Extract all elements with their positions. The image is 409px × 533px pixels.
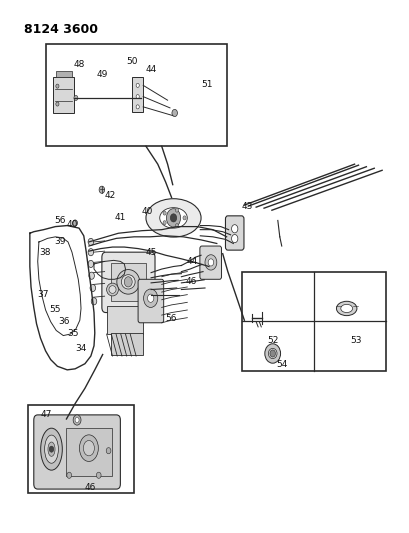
- Circle shape: [67, 472, 72, 478]
- Circle shape: [136, 94, 139, 99]
- Bar: [28, 405, 134, 492]
- Circle shape: [182, 216, 186, 220]
- Circle shape: [88, 260, 93, 268]
- Bar: [45, 44, 226, 146]
- Circle shape: [175, 224, 178, 228]
- Text: 42: 42: [104, 191, 116, 200]
- Text: 44: 44: [146, 65, 157, 74]
- Circle shape: [91, 298, 97, 305]
- Circle shape: [163, 221, 166, 225]
- Circle shape: [204, 255, 216, 270]
- Ellipse shape: [106, 283, 118, 296]
- Text: 55: 55: [49, 305, 61, 314]
- Circle shape: [56, 84, 59, 88]
- Text: 34: 34: [75, 344, 86, 353]
- Ellipse shape: [121, 274, 135, 289]
- Circle shape: [175, 208, 178, 212]
- Ellipse shape: [45, 435, 58, 463]
- Text: 48: 48: [73, 60, 84, 69]
- Circle shape: [74, 95, 78, 101]
- Circle shape: [96, 472, 101, 478]
- Text: 44: 44: [186, 257, 197, 266]
- Circle shape: [171, 109, 177, 117]
- Text: 43: 43: [241, 201, 252, 211]
- Text: 49: 49: [97, 70, 108, 79]
- Text: 53: 53: [350, 336, 361, 345]
- Text: 35: 35: [67, 328, 79, 337]
- Circle shape: [88, 248, 93, 256]
- Text: 38: 38: [39, 248, 50, 257]
- Text: 56: 56: [165, 314, 177, 323]
- Text: 46: 46: [185, 277, 196, 286]
- Ellipse shape: [40, 428, 62, 470]
- Ellipse shape: [117, 270, 139, 294]
- Circle shape: [136, 105, 139, 109]
- Circle shape: [99, 186, 104, 193]
- Circle shape: [90, 285, 95, 292]
- Circle shape: [269, 350, 275, 357]
- Bar: [132, 77, 143, 112]
- Bar: [56, 71, 72, 77]
- Text: 39: 39: [54, 237, 66, 246]
- Ellipse shape: [83, 440, 94, 456]
- Bar: [242, 272, 385, 372]
- Bar: [110, 263, 146, 301]
- Circle shape: [124, 277, 132, 287]
- Circle shape: [88, 238, 93, 246]
- Ellipse shape: [79, 435, 98, 462]
- Text: 41: 41: [114, 213, 126, 222]
- Bar: [66, 427, 111, 477]
- FancyBboxPatch shape: [34, 415, 120, 489]
- Circle shape: [208, 259, 213, 266]
- Circle shape: [231, 225, 237, 233]
- Bar: [53, 77, 74, 113]
- Text: 52: 52: [267, 336, 278, 345]
- Circle shape: [49, 446, 54, 452]
- Text: 8124 3600: 8124 3600: [24, 23, 98, 36]
- Circle shape: [166, 209, 180, 227]
- Ellipse shape: [146, 199, 200, 237]
- Circle shape: [163, 211, 166, 215]
- Bar: [107, 306, 142, 334]
- FancyBboxPatch shape: [200, 246, 221, 279]
- Circle shape: [73, 415, 81, 425]
- Ellipse shape: [340, 304, 352, 312]
- Text: 40: 40: [66, 220, 78, 229]
- FancyBboxPatch shape: [225, 216, 243, 250]
- Circle shape: [231, 235, 237, 243]
- Ellipse shape: [336, 301, 356, 316]
- Text: 51: 51: [200, 80, 212, 90]
- Text: 54: 54: [275, 360, 287, 369]
- Circle shape: [147, 294, 153, 302]
- Circle shape: [106, 448, 111, 454]
- Text: 56: 56: [54, 216, 66, 225]
- Text: 37: 37: [38, 290, 49, 299]
- Circle shape: [56, 102, 59, 106]
- Ellipse shape: [48, 442, 55, 456]
- Circle shape: [143, 289, 157, 308]
- Circle shape: [136, 83, 139, 87]
- Circle shape: [72, 220, 77, 226]
- Circle shape: [170, 214, 176, 222]
- Ellipse shape: [109, 286, 116, 293]
- Text: 47: 47: [40, 410, 52, 419]
- Text: 45: 45: [145, 248, 156, 257]
- FancyBboxPatch shape: [101, 252, 155, 312]
- Ellipse shape: [264, 344, 280, 363]
- Circle shape: [89, 272, 94, 279]
- Text: 40: 40: [142, 207, 153, 216]
- Text: 46: 46: [85, 483, 96, 492]
- Text: 50: 50: [126, 58, 137, 66]
- Circle shape: [75, 417, 79, 423]
- Ellipse shape: [160, 208, 187, 228]
- Bar: [110, 333, 142, 354]
- FancyBboxPatch shape: [138, 279, 163, 323]
- Ellipse shape: [268, 349, 276, 359]
- Text: 36: 36: [58, 317, 70, 326]
